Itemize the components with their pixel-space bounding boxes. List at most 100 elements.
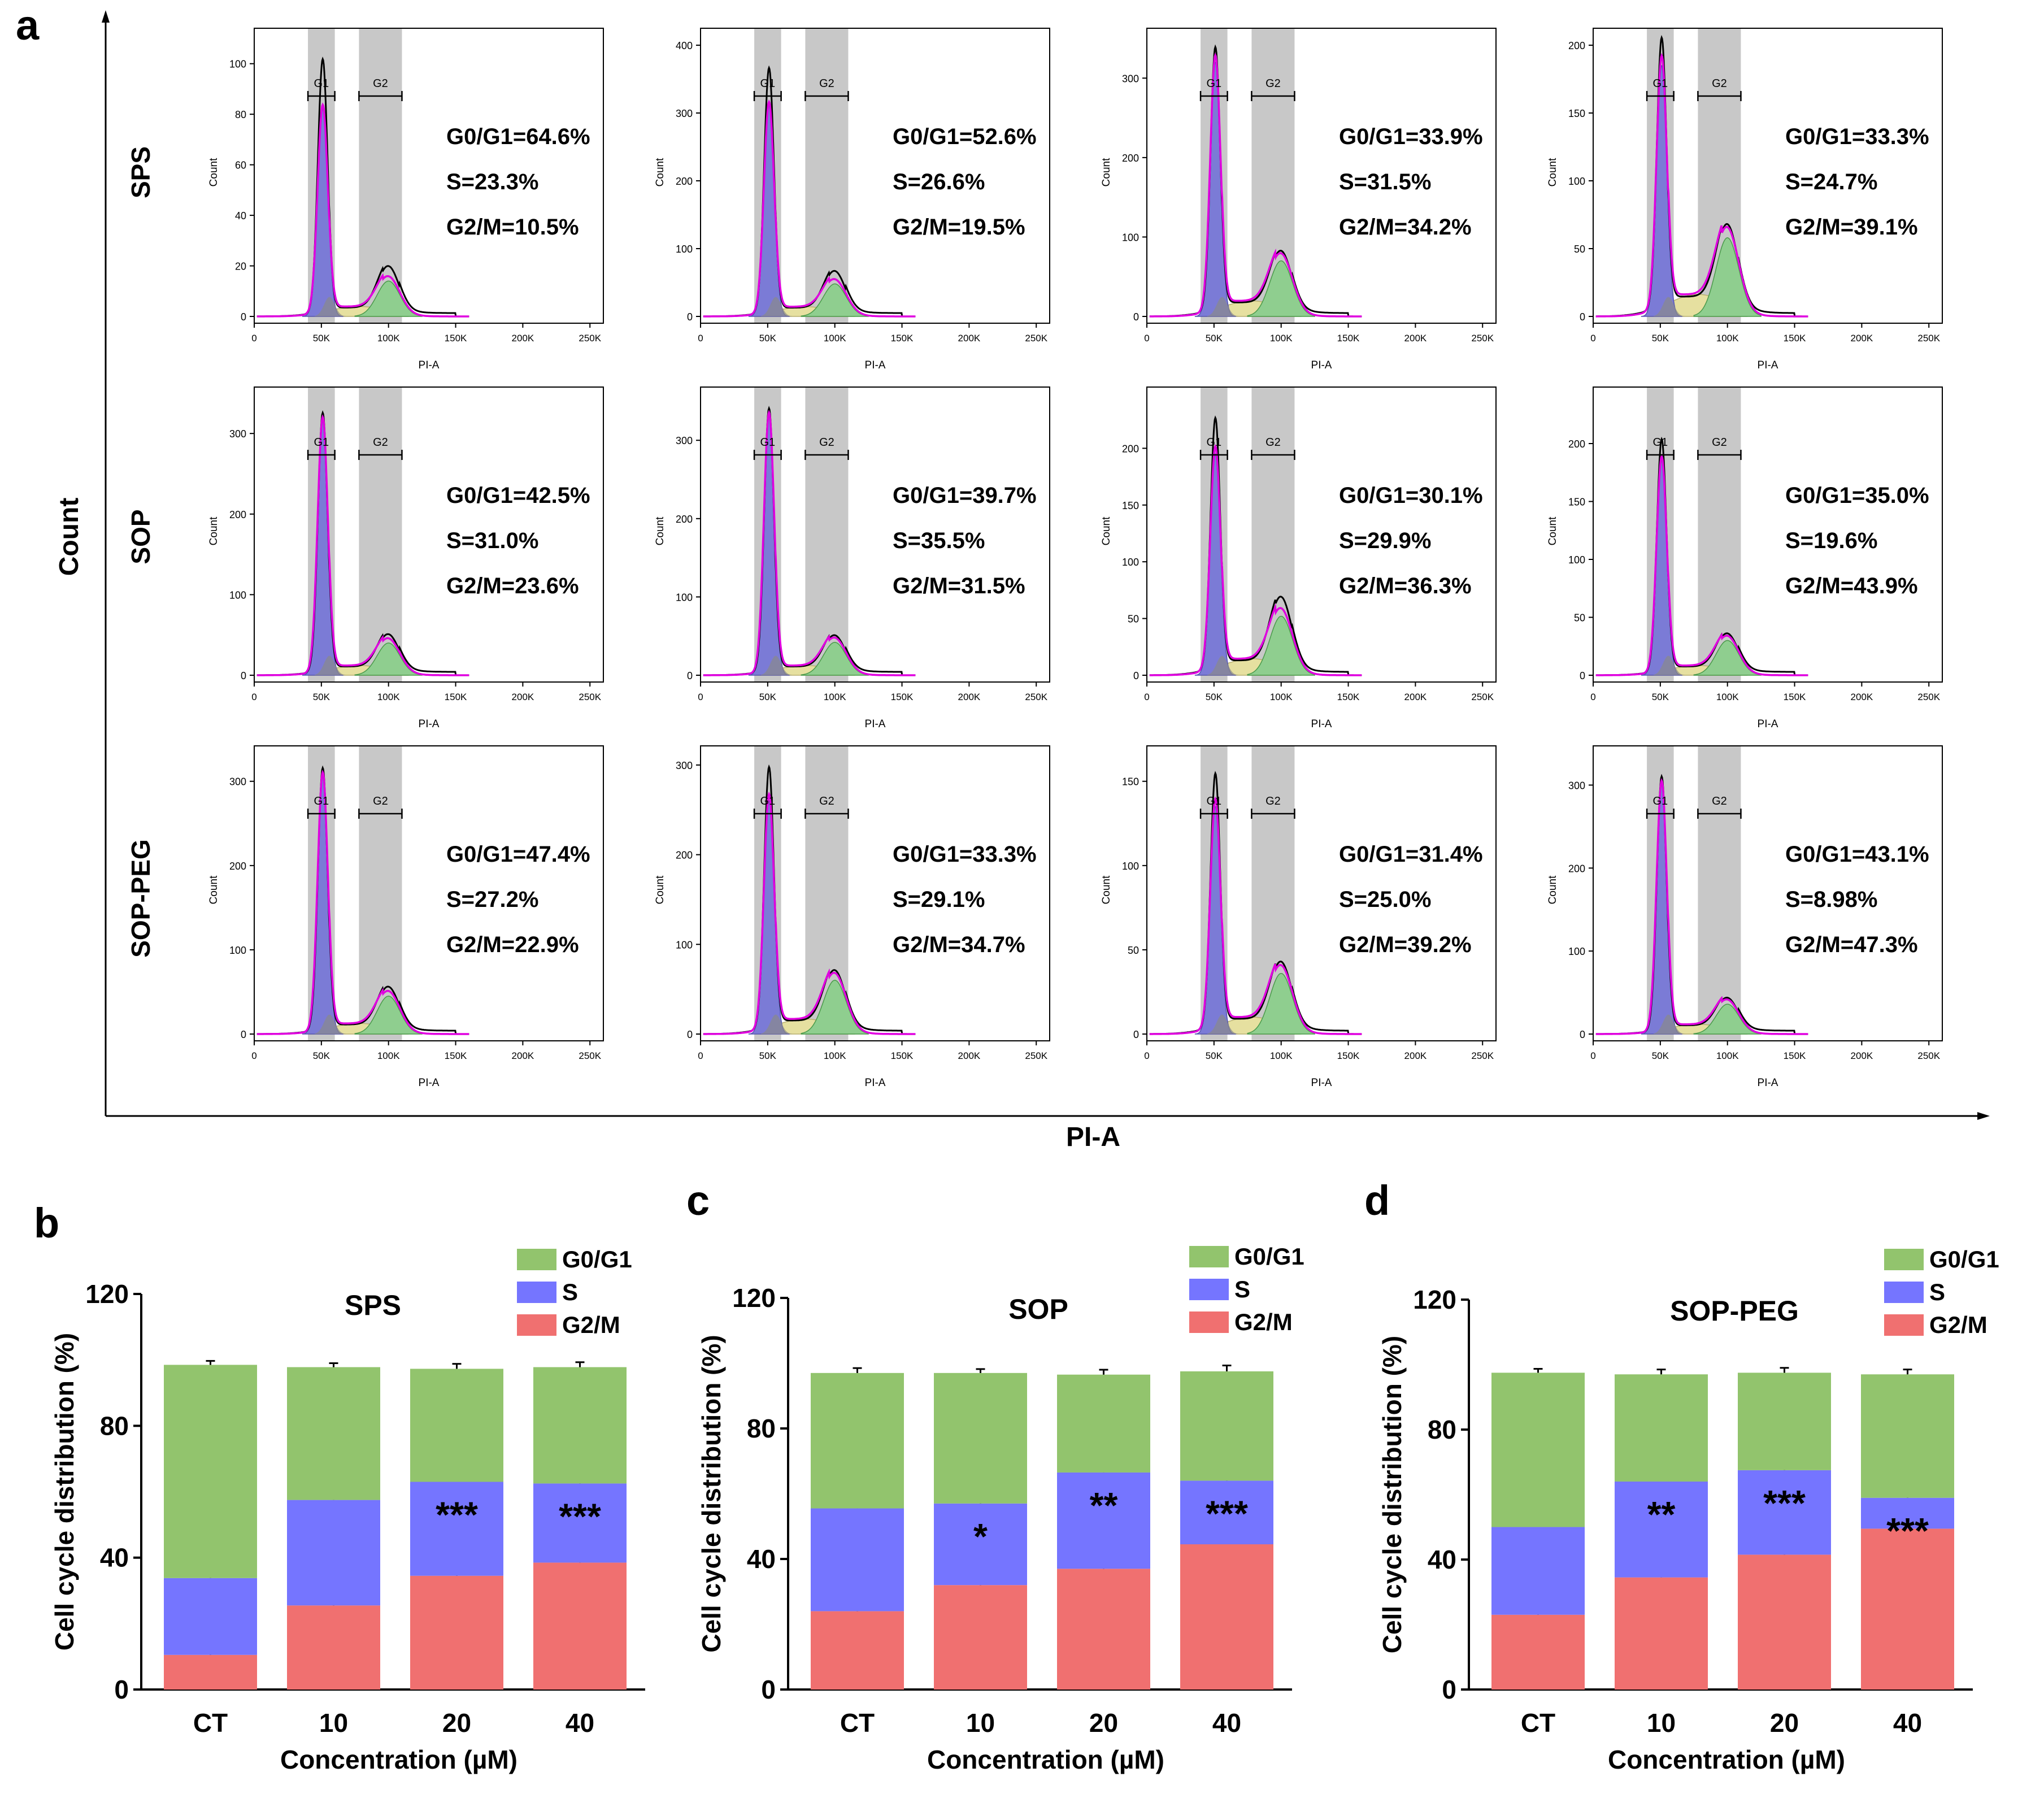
x-tick-label: 250K <box>579 333 601 344</box>
y-tick-label: 100 <box>1122 232 1139 243</box>
plot-y-label: Count <box>654 875 666 904</box>
x-tick-label: 50K <box>313 1050 330 1061</box>
y-tick-label: 200 <box>1568 863 1585 874</box>
gate-label: G1 <box>314 436 329 449</box>
histogram-plot: G1 G2 0 100 200 300 0 50K 100K 150K 200K 250K PI-A Co… <box>208 745 604 1089</box>
x-tick-label: 50K <box>759 692 777 702</box>
x-tick-label: 50K <box>1206 692 1223 702</box>
bar-segment-g0g1 <box>1738 1373 1831 1470</box>
x-tick-label: 150K <box>1784 333 1806 344</box>
y-tick-label: 0 <box>241 670 246 681</box>
gate-label: G2 <box>1712 436 1727 449</box>
debris-fill <box>761 655 792 675</box>
histogram-grid: G1 G2 0 20 40 60 80 100 0 50K 100K 150K 200K 250K PI-A… <box>208 28 1943 1089</box>
bar-segment-g2m <box>1861 1528 1954 1690</box>
row-label-sop-peg: SOP-PEG <box>126 839 155 958</box>
model-fit-line <box>1149 796 1362 1035</box>
g2-gate-region <box>1698 388 1741 681</box>
legend-swatch <box>1189 1246 1229 1267</box>
phase-percent-label: G2/M=43.9% <box>1785 574 1918 598</box>
significance-marker: *** <box>1763 1483 1806 1523</box>
x-tick-label: 150K <box>1337 692 1360 702</box>
y-tick-label: 120 <box>1413 1285 1456 1314</box>
y-tick-label: 0 <box>687 311 693 323</box>
x-tick-label: 40 <box>1212 1708 1241 1738</box>
bar-segment-g0g1 <box>1615 1374 1708 1482</box>
phase-percent-label: G2/M=47.3% <box>1785 932 1918 957</box>
plot-frame <box>254 745 604 1041</box>
bar-segment-g0g1 <box>811 1373 904 1509</box>
g2-peak-fill <box>801 980 869 1035</box>
x-tick-label: 250K <box>1917 692 1940 702</box>
x-tick-label: 250K <box>1471 333 1494 344</box>
y-tick-label: 0 <box>114 1675 129 1704</box>
x-tick-label: 100K <box>1270 333 1293 344</box>
gate-label: G1 <box>314 795 329 807</box>
y-tick-label: 60 <box>235 160 246 171</box>
y-tick-label: 40 <box>747 1544 776 1574</box>
plot-frame <box>700 28 1050 324</box>
plot-x-label: PI-A <box>865 359 886 371</box>
y-tick-label: 0 <box>1133 670 1139 681</box>
phase-percent-label: G0/G1=43.1% <box>1785 842 1929 867</box>
significance-marker: *** <box>559 1496 601 1536</box>
x-tick-label: 100K <box>824 333 846 344</box>
y-tick-label: 0 <box>1580 311 1585 323</box>
legend-label: G2/M <box>1929 1311 1988 1338</box>
significance-marker: ** <box>1647 1494 1676 1535</box>
debris-fill <box>1654 1014 1685 1034</box>
gate-label: G2 <box>1265 795 1281 807</box>
y-tick-label: 100 <box>1568 946 1585 957</box>
x-tick-label: 0 <box>251 333 256 344</box>
x-tick-label: 40 <box>1893 1708 1922 1738</box>
plot-x-label: PI-A <box>1758 1077 1778 1089</box>
gate-label: G1 <box>1653 795 1668 807</box>
phase-percent-label: G2/M=36.3% <box>1339 574 1472 598</box>
debris-fill <box>1207 297 1238 316</box>
g2-peak-fill <box>1247 260 1315 317</box>
x-tick-label: 50K <box>1206 333 1223 344</box>
x-tick-label: 150K <box>891 1050 914 1061</box>
gate-label: G1 <box>1207 436 1222 449</box>
chart-title: SOP-PEG <box>1670 1295 1799 1327</box>
y-tick-label: 100 <box>676 939 693 950</box>
panel-a-y-title: Count <box>54 498 84 576</box>
x-tick-label: 200K <box>1851 1050 1873 1061</box>
x-tick-label: 100K <box>377 692 400 702</box>
histogram-plot: G1 G2 0 100 200 300 400 0 50K 100K 150K 200K 250K PI-… <box>654 28 1050 371</box>
bar-segment-g2m <box>1057 1569 1150 1690</box>
x-tick-label: 250K <box>1025 692 1047 702</box>
gate-label: G2 <box>1265 77 1281 90</box>
x-tick-label: 100K <box>824 1050 846 1061</box>
panel-a-x-title: PI-A <box>1066 1122 1120 1152</box>
x-tick-label: CT <box>1521 1708 1555 1738</box>
significance-marker: *** <box>1886 1510 1929 1551</box>
x-tick-label: 100K <box>1716 692 1739 702</box>
x-tick-label: 20 <box>1089 1708 1118 1738</box>
y-tick-label: 300 <box>1122 73 1139 84</box>
x-tick-label: 50K <box>759 333 777 344</box>
phase-percent-label: G2/M=23.6% <box>446 574 579 598</box>
x-tick-label: 150K <box>1784 1050 1806 1061</box>
plot-x-label: PI-A <box>865 718 886 730</box>
x-tick-label: 0 <box>1590 333 1595 344</box>
debris-fill <box>1654 297 1685 316</box>
phase-percent-label: G0/G1=31.4% <box>1339 842 1483 867</box>
phase-percent-label: S=24.7% <box>1785 170 1877 194</box>
x-tick-label: 250K <box>1917 333 1940 344</box>
debris-fill <box>315 297 346 316</box>
x-tick-label: 10 <box>1647 1708 1676 1738</box>
y-tick-label: 0 <box>1580 1029 1585 1040</box>
x-axis-title: Concentration (µM) <box>280 1745 517 1774</box>
x-tick-label: 250K <box>579 692 601 702</box>
histogram-plot: G1 G2 0 100 200 300 0 50K 100K 150K 200K 250K PI-A Co… <box>654 745 1050 1089</box>
y-tick-label: 200 <box>676 176 693 187</box>
legend-swatch <box>1884 1282 1924 1303</box>
histogram-plot: G1 G2 0 20 40 60 80 100 0 50K 100K 150K 200K 250K PI-A… <box>208 28 604 371</box>
bar-segment-g0g1 <box>287 1367 380 1500</box>
y-tick-label: 40 <box>100 1543 129 1573</box>
y-tick-label: 200 <box>676 850 693 861</box>
x-tick-label: 0 <box>251 1050 256 1061</box>
plot-y-label: Count <box>1547 875 1559 904</box>
